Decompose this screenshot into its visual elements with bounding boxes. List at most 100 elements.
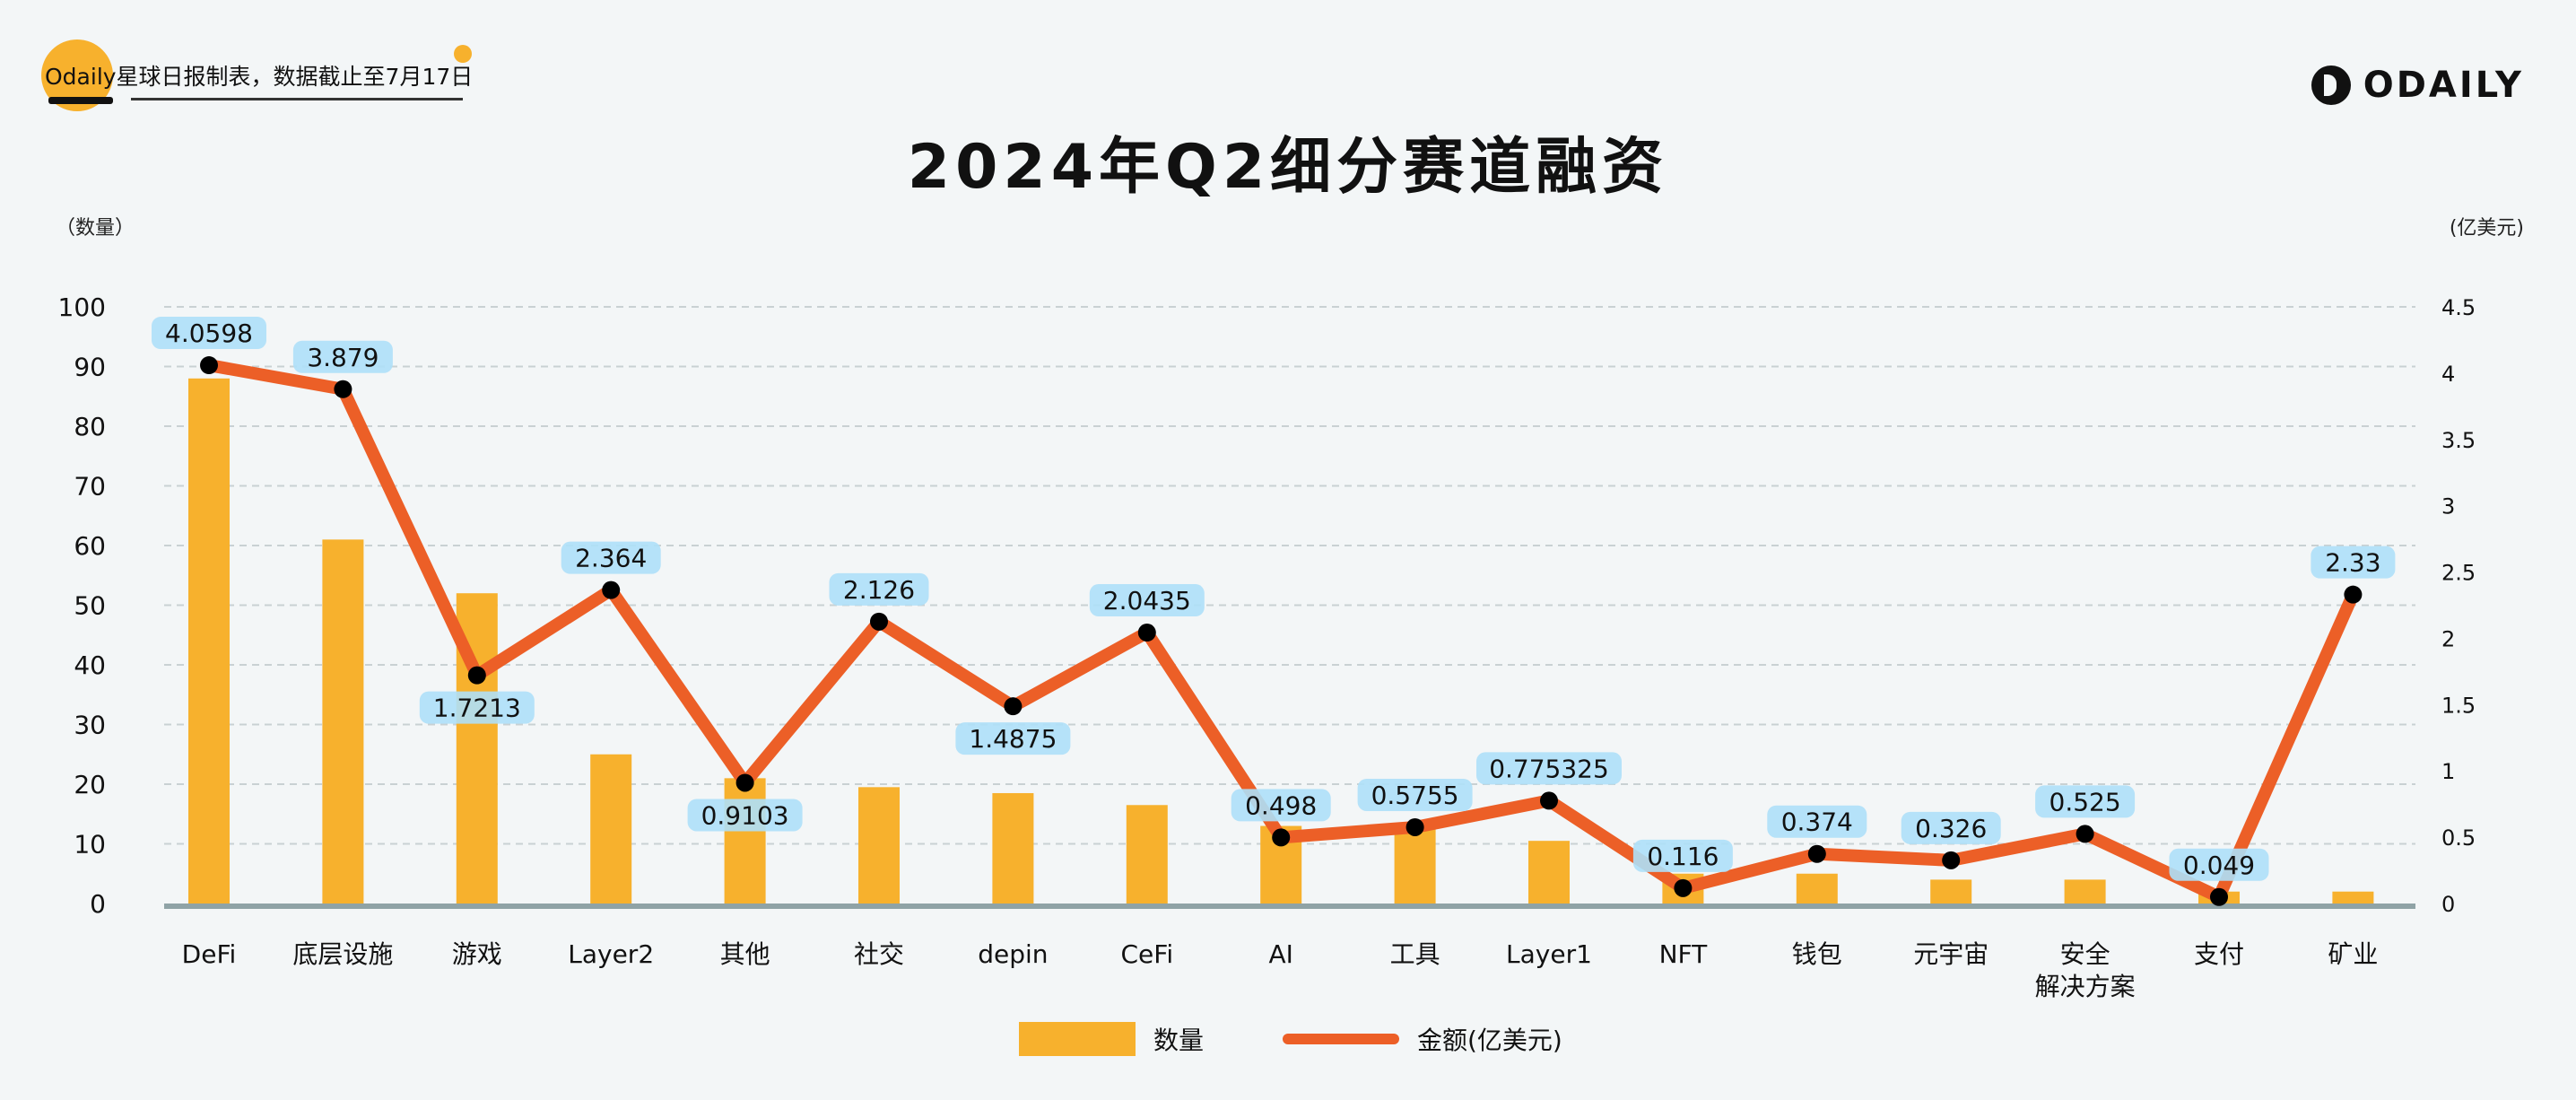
line-point xyxy=(467,666,486,685)
odaily-logo: ODAILY xyxy=(2311,65,2524,106)
line-point xyxy=(1405,817,1424,836)
left-axis-label: （数量） xyxy=(56,217,135,240)
line-point xyxy=(2076,825,2094,843)
line-point xyxy=(1137,624,1156,642)
data-label: 0.775325 xyxy=(1489,754,1609,783)
x-tick-label: DeFi xyxy=(182,939,237,969)
x-tick-label: Layer2 xyxy=(568,939,654,969)
line-point xyxy=(1674,878,1693,897)
bar xyxy=(858,787,900,904)
data-label-bg xyxy=(1231,789,1331,822)
bar xyxy=(992,792,1034,904)
right-tick-label: 1 xyxy=(2441,759,2455,784)
legend-bar: 数量 xyxy=(1019,1021,1204,1057)
line-point xyxy=(1004,697,1023,716)
data-label: 0.049 xyxy=(2183,851,2255,880)
data-label: 0.5755 xyxy=(1371,781,1459,810)
x-tick-label: 工具 xyxy=(1390,939,1440,969)
data-label: 4.0598 xyxy=(165,319,253,348)
bar xyxy=(2332,891,2374,904)
bar xyxy=(322,539,364,904)
legend-bar-swatch xyxy=(1019,1022,1136,1056)
data-label-bg xyxy=(1901,811,2001,844)
left-tick-label: 90 xyxy=(74,353,106,382)
line-point xyxy=(870,612,888,631)
data-label: 2.33 xyxy=(2325,548,2380,578)
data-label: 0.116 xyxy=(1647,842,1719,871)
bar xyxy=(1930,879,1972,904)
left-tick-label: 10 xyxy=(74,830,106,860)
bar xyxy=(2064,879,2106,904)
data-label-bg xyxy=(2311,546,2396,579)
right-tick-label: 3.5 xyxy=(2441,428,2476,453)
odaily-logo-icon xyxy=(2311,65,2351,105)
legend-line: 金额(亿美元) xyxy=(1283,1021,1562,1057)
line-point xyxy=(1540,791,1558,810)
left-tick-label: 100 xyxy=(58,292,106,322)
data-label-bg xyxy=(2169,848,2269,881)
right-axis-label: (亿美元) xyxy=(2449,217,2524,240)
data-label: 0.374 xyxy=(1781,808,1853,837)
right-tick-label: 1.5 xyxy=(2441,693,2476,718)
data-label: 0.525 xyxy=(2049,787,2121,816)
data-label: 1.4875 xyxy=(969,724,1057,754)
bar xyxy=(724,778,766,904)
logo-text: ODAILY xyxy=(2363,65,2524,106)
data-label: 0.326 xyxy=(1915,814,1987,843)
bar xyxy=(1796,873,1838,904)
bar xyxy=(1126,805,1168,904)
data-label-bg xyxy=(829,572,929,606)
bar xyxy=(590,754,632,904)
x-tick-label: 钱包 xyxy=(1792,939,1842,969)
right-tick-label: 4.5 xyxy=(2441,295,2476,320)
left-tick-label: 50 xyxy=(74,591,106,621)
left-tick-label: 20 xyxy=(74,770,106,799)
bar xyxy=(188,378,230,904)
line-point xyxy=(2210,887,2228,906)
x-tick-label: 社交 xyxy=(854,939,904,969)
data-label: 2.364 xyxy=(575,544,647,573)
x-tick-label: 矿业 xyxy=(2328,939,2378,969)
data-label-bg xyxy=(292,340,393,373)
line-point xyxy=(1942,851,1961,869)
left-tick-label: 30 xyxy=(74,711,106,740)
bar xyxy=(1394,828,1436,904)
x-tick-label: NFT xyxy=(1659,939,1709,969)
line-point xyxy=(1807,844,1826,863)
data-label-bg xyxy=(419,691,535,724)
left-tick-label: 40 xyxy=(74,650,106,680)
data-label-bg xyxy=(1767,805,1867,838)
legend-line-swatch xyxy=(1283,1034,1399,1044)
data-label: 1.7213 xyxy=(433,694,521,723)
left-tick-label: 60 xyxy=(74,531,106,561)
header-note-text: Odaily星球日报制表，数据截止至7月17日 xyxy=(45,64,474,90)
data-label-bg xyxy=(687,799,803,832)
data-label: 3.879 xyxy=(307,343,379,372)
line-point xyxy=(1272,828,1291,847)
x-tick-label: CeFi xyxy=(1120,939,1173,969)
x-tick-label: 底层设施 xyxy=(292,939,393,969)
right-tick-label: 2 xyxy=(2441,626,2455,651)
data-label-bg xyxy=(561,541,661,574)
right-tick-label: 4 xyxy=(2441,362,2455,387)
bar xyxy=(1528,841,1570,904)
data-label: 2.0435 xyxy=(1103,586,1191,615)
data-label-bg xyxy=(152,317,266,350)
x-tick-label: 安全 xyxy=(2060,939,2110,969)
x-tick-label: 支付 xyxy=(2194,939,2244,969)
right-tick-label: 2.5 xyxy=(2441,561,2476,586)
x-tick-label: depin xyxy=(978,939,1048,969)
left-tick-label: 70 xyxy=(74,472,106,502)
line-point xyxy=(735,773,754,792)
line-point xyxy=(334,380,352,398)
left-tick-label: 80 xyxy=(74,412,106,441)
x-tick-label: 其他 xyxy=(720,939,770,969)
x-tick-label: Layer1 xyxy=(1506,939,1592,969)
chart-title: 2024年Q2细分赛道融资 xyxy=(907,132,1669,203)
x-tick-label: 解决方案 xyxy=(2035,972,2136,1001)
data-label: 2.126 xyxy=(843,575,915,605)
data-label-bg xyxy=(1476,752,1622,785)
decor-dot xyxy=(454,45,472,63)
data-label-bg xyxy=(1632,839,1733,872)
